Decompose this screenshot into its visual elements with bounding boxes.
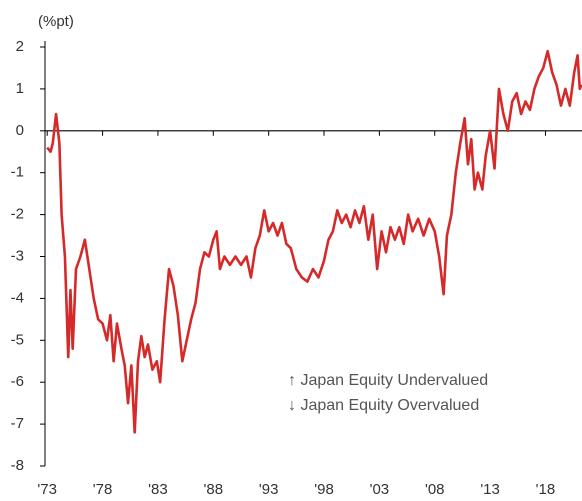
data-line — [46, 49, 582, 434]
x-tick-label: '73 — [37, 481, 57, 498]
annotation: ↓ Japan Equity Overvalued — [288, 397, 479, 414]
y-tick-label: 2 — [16, 38, 24, 55]
y-tick-label: -3 — [11, 247, 24, 264]
y-tick-label: -8 — [11, 457, 24, 474]
annotation: ↑ Japan Equity Undervalued — [288, 372, 488, 389]
x-tick-label: '13 — [480, 481, 500, 498]
x-tick-label: '98 — [314, 481, 334, 498]
y-tick-label: -7 — [11, 415, 24, 432]
x-tick-label: '88 — [204, 481, 224, 498]
x-tick-label: '18 — [536, 481, 556, 498]
y-tick-label: -1 — [11, 164, 24, 181]
y-tick-label: -6 — [11, 373, 24, 390]
y-tick-label: -2 — [11, 206, 24, 223]
y-tick-label: -4 — [11, 289, 24, 306]
x-tick-label: '93 — [259, 481, 279, 498]
x-tick-label: '08 — [425, 481, 445, 498]
x-tick-label: '03 — [370, 481, 390, 498]
y-tick-label: 0 — [16, 122, 24, 139]
y-unit-label: (%pt) — [38, 13, 74, 30]
x-tick-label: '83 — [148, 481, 168, 498]
y-tick-label: 1 — [16, 80, 24, 97]
x-tick-label: '78 — [93, 481, 113, 498]
y-tick-label: -5 — [11, 331, 24, 348]
